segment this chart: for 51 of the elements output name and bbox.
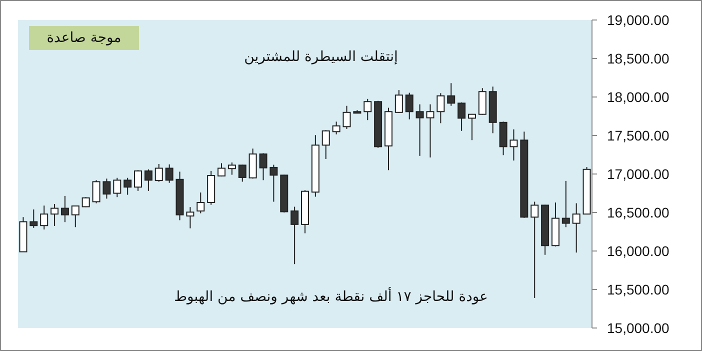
- candlestick: [416, 104, 424, 156]
- candlestick: [165, 164, 174, 184]
- candlestick: [270, 164, 278, 202]
- y-tick-label: 15,000.00: [607, 320, 670, 336]
- candlestick: [342, 105, 351, 130]
- y-tick-label: 18,000.00: [607, 89, 670, 105]
- candlestick: [468, 113, 476, 141]
- candlestick: [364, 98, 372, 121]
- candlestick: [228, 162, 236, 176]
- candlestick: [510, 128, 518, 162]
- candlestick: [405, 92, 414, 120]
- y-tick-label: 19,000.00: [607, 12, 670, 28]
- candlestick: [238, 164, 246, 182]
- y-tick-label: 18,500.00: [607, 50, 670, 66]
- annotation: إنتقلت السيطرة للمشترين: [243, 49, 399, 65]
- candlestick: [572, 202, 580, 254]
- candlestick: [562, 180, 570, 228]
- candlestick: [259, 152, 268, 181]
- candlestick: [71, 205, 80, 228]
- annotation: موجة صاعدة: [29, 26, 139, 50]
- candlestick: [290, 206, 299, 265]
- candlestick: [144, 168, 152, 192]
- candlestick: [196, 192, 205, 214]
- candlestick: [40, 205, 48, 230]
- y-tick-label: 17,000.00: [607, 166, 670, 182]
- candlestick: [30, 208, 38, 228]
- candlestick: [248, 148, 257, 180]
- candlestick: [134, 170, 142, 192]
- y-tick-label: 16,000.00: [607, 243, 670, 259]
- candlestick: [113, 177, 122, 198]
- candlestick: [92, 180, 100, 204]
- candlestick: [124, 177, 132, 196]
- y-tick-label: 17,500.00: [607, 128, 670, 144]
- candlestick: [102, 178, 111, 200]
- candlestick: [50, 204, 59, 226]
- candlestick: [447, 82, 456, 106]
- candlestick: [530, 201, 539, 298]
- candlestick: [426, 104, 434, 158]
- candlestick: [186, 206, 194, 229]
- candlestick: [154, 163, 163, 182]
- candlestick: [218, 162, 226, 177]
- candlestick: [478, 88, 486, 116]
- candlestick: [458, 102, 466, 132]
- candlestick: [436, 92, 445, 124]
- y-tick-label: 16,500.00: [607, 204, 670, 220]
- annotation: عودة للحاجز ١٧ ألف نقطة بعد شهر ونصف من الهبوط: [173, 289, 489, 305]
- candlestick: [394, 90, 403, 114]
- candlestick: [322, 130, 330, 160]
- candlestick: [332, 121, 340, 135]
- y-tick-label: 15,500.00: [607, 282, 670, 298]
- candlestick: [60, 195, 69, 223]
